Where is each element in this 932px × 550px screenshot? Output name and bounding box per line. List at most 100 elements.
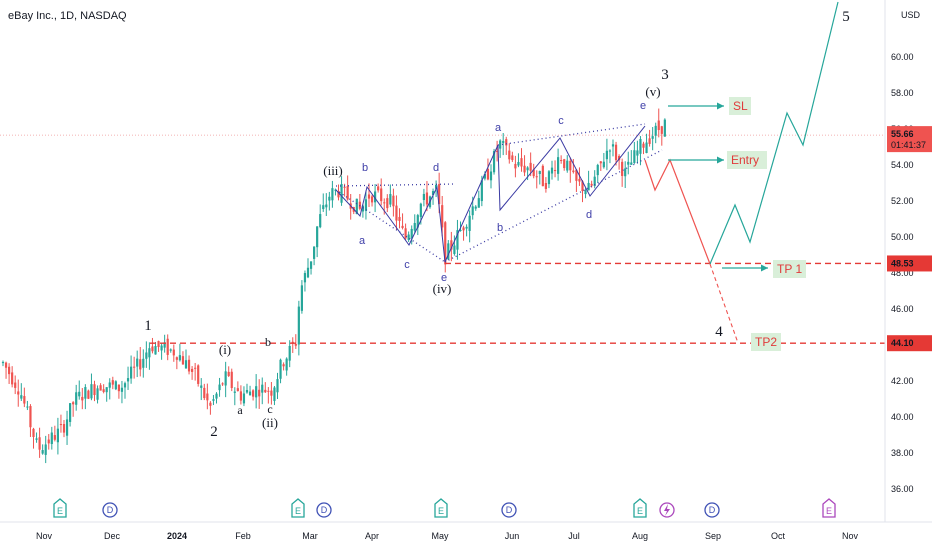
price-tick-label: 60.00 [891, 52, 914, 62]
candle-body [279, 359, 282, 379]
candle-body [65, 419, 69, 436]
candle-body [624, 168, 627, 177]
candle-body [401, 225, 404, 228]
candle-body [206, 393, 209, 401]
candle-body [123, 383, 127, 388]
lightning-icon [664, 504, 670, 516]
candle-body [526, 167, 529, 171]
candle-body [471, 206, 474, 216]
candle-body [248, 391, 252, 396]
candle-body [126, 378, 130, 382]
candle-body [328, 196, 331, 201]
wave-5-label: 5 [842, 9, 850, 25]
wave-diagonal-path [444, 125, 646, 263]
candle-body [618, 156, 621, 161]
dividend-event-label: D [107, 505, 114, 515]
candle-body [459, 229, 462, 231]
candle-body [541, 165, 544, 187]
price-tick-label: 52.00 [891, 196, 914, 206]
candle-body [87, 390, 90, 399]
time-tick-label: Feb [235, 531, 251, 541]
candle-body [313, 246, 316, 259]
candle-body [364, 199, 368, 211]
diag-e-label: e [640, 100, 646, 112]
tp1-arrow-head [761, 264, 768, 272]
dividend-event-label: D [506, 505, 513, 515]
candle-body [90, 384, 93, 399]
candlestick-series [1, 108, 666, 464]
wave-triangle-path [335, 185, 446, 263]
countdown-label: 01:41:37 [891, 140, 926, 150]
dividend-event-icon [316, 502, 332, 518]
sub-b-label: b [265, 335, 271, 349]
candle-body [72, 402, 75, 405]
candle-body [62, 424, 66, 433]
candle-body [258, 389, 261, 397]
sl-label-box [729, 97, 751, 115]
candle-body [572, 170, 575, 173]
wave-3-label: 3 [661, 67, 669, 83]
candle-body [480, 180, 483, 202]
candle-body [163, 342, 166, 348]
candle-body [581, 181, 584, 192]
earnings-event-icon [434, 498, 448, 518]
candle-body [621, 161, 624, 176]
wave-iii-label: (iii) [323, 163, 343, 178]
candle-body [450, 240, 453, 250]
candle-body [523, 165, 526, 173]
candle-body [374, 191, 377, 203]
candle-body [20, 395, 23, 399]
price-tick-label: 38.00 [891, 448, 914, 458]
candle-body [660, 126, 663, 134]
candle-body [395, 205, 398, 221]
candle-body [511, 155, 514, 161]
projected-wave5-path [709, 1, 839, 265]
triangle-lower-trendline [335, 189, 446, 263]
candle-body [419, 203, 422, 217]
candle-body [386, 198, 389, 209]
candle-body [81, 396, 84, 401]
entry-arrow-head [717, 156, 724, 164]
candle-body [56, 428, 59, 443]
candle-body [593, 176, 596, 186]
candle-body [197, 365, 200, 384]
earnings-event-label: E [637, 506, 643, 516]
candle-body [26, 406, 29, 408]
price-axis[interactable]: USD60.0058.0056.0054.0052.0050.0048.0046… [884, 0, 932, 522]
candle-body [273, 387, 276, 401]
candle-body [392, 195, 395, 207]
tp1-label: TP 1 [777, 262, 802, 276]
candle-body [316, 226, 319, 248]
time-tick-label: May [431, 531, 449, 541]
candle-body [456, 230, 459, 250]
candle-body [502, 141, 505, 143]
candle-body [563, 159, 566, 169]
candle-body [486, 168, 490, 180]
candle-body [75, 392, 78, 405]
candle-body [413, 222, 416, 231]
candle-body [157, 341, 160, 348]
candle-body [325, 204, 328, 208]
candle-body [96, 388, 99, 400]
candle-body [93, 384, 96, 396]
candle-body [663, 119, 666, 137]
candle-body [194, 367, 197, 369]
time-tick-label: Nov [36, 531, 53, 541]
candle-body [154, 346, 157, 355]
candle-body [288, 345, 291, 361]
candle-body [78, 391, 81, 397]
candle-body [322, 205, 325, 210]
diagonal-upper-trendline [497, 123, 646, 146]
time-axis[interactable]: Nov Dec 2024 Feb Mar Apr May Jun Jul Aug Sep Oct Nov [0, 521, 932, 541]
tri-d-label: d [433, 162, 439, 174]
candle-body [614, 144, 618, 161]
sub-c-label: c [267, 402, 272, 416]
candle-body [130, 366, 133, 379]
candle-body [215, 393, 218, 399]
earnings-event-label: E [295, 506, 301, 516]
projected-tp2-path [709, 263, 739, 344]
candle-body [529, 162, 532, 171]
candle-body [47, 439, 50, 444]
candle-body [654, 125, 657, 136]
